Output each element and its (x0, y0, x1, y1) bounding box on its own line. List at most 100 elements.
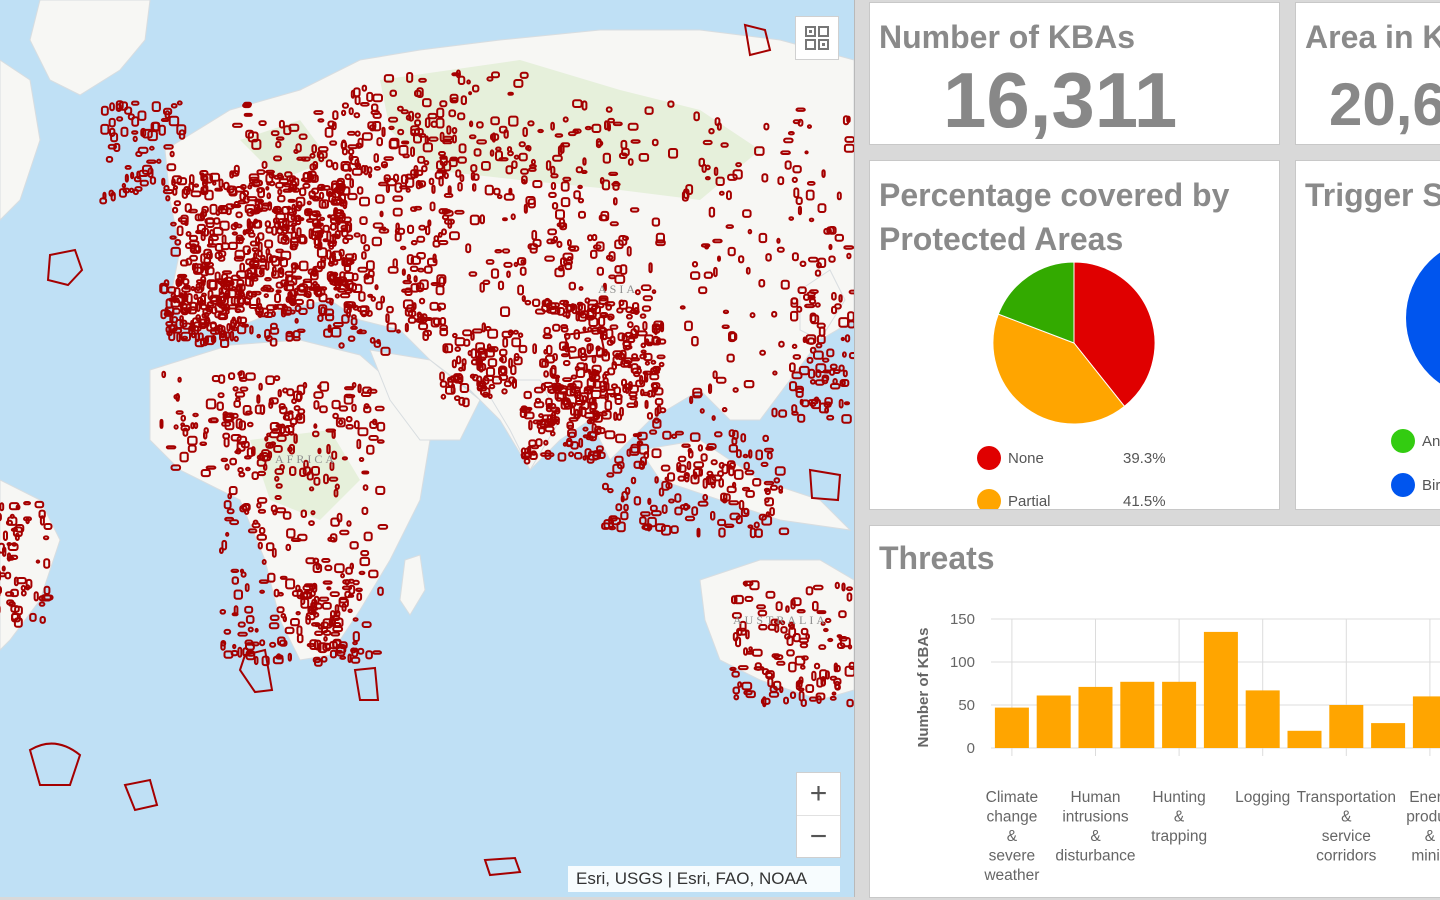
kba-outline (479, 214, 485, 225)
protected-pie-chart[interactable] (870, 256, 1280, 436)
kba-outline (742, 209, 752, 218)
kba-outline (476, 139, 488, 145)
kba-outline (334, 563, 345, 574)
kba-outline (717, 518, 727, 527)
kba-outline (176, 279, 182, 284)
kba-outline (341, 227, 349, 238)
kba-outline (559, 143, 565, 154)
kba-outline (691, 261, 699, 268)
kba-outline (702, 139, 713, 146)
kba-outline (388, 116, 399, 123)
trigger-legend-item-0[interactable]: An (1391, 429, 1440, 453)
kba-outline (776, 246, 785, 253)
kba-outline (222, 432, 231, 440)
kba-outline (131, 100, 140, 106)
kba-outline (365, 650, 373, 660)
zoom-in-button[interactable]: + (809, 777, 828, 810)
kba-outline (176, 124, 187, 136)
kba-outline (137, 110, 147, 121)
kba-outline (209, 203, 218, 215)
kba-outline (193, 183, 200, 188)
kba-outline (737, 628, 743, 637)
kba-outline (246, 208, 255, 217)
kba-outline (320, 656, 328, 663)
kba-outline (380, 346, 391, 356)
kba-outline (168, 115, 180, 127)
basemap-gallery-button[interactable] (795, 16, 839, 60)
kba-outline (728, 444, 739, 453)
legend-item-partial[interactable]: Partial 41.5% (977, 489, 1166, 509)
kba-outline (778, 527, 790, 536)
kba-outline (160, 117, 170, 123)
kba-outline (513, 154, 520, 160)
kba-outline (356, 329, 367, 335)
zoom-out-button[interactable]: − (797, 815, 840, 858)
trigger-pie-chart[interactable] (1296, 236, 1440, 416)
kba-outline (169, 235, 177, 240)
kba-outline (363, 403, 370, 410)
kba-outline (560, 197, 571, 208)
trigger-legend-item-1[interactable]: Bir (1391, 473, 1440, 497)
kba-outline (731, 612, 742, 619)
kba-outline (555, 209, 565, 220)
kba-outline (235, 211, 243, 219)
kba-outline (332, 322, 344, 328)
kba-outline (564, 261, 573, 271)
kba-outline (609, 324, 619, 330)
kba-outline (469, 120, 474, 128)
kba-outline (502, 337, 509, 348)
kba-outline (242, 245, 251, 255)
kba-outline (147, 167, 154, 179)
kba-outline (441, 214, 450, 221)
kba-outline (670, 525, 679, 534)
kba-outline (508, 187, 513, 196)
kba-outline (322, 630, 332, 636)
kba-outline (367, 166, 373, 174)
kba-outline (290, 422, 296, 428)
legend-item-none[interactable]: None 39.3% (977, 446, 1166, 470)
kba-outline (310, 590, 316, 597)
kba-outline (177, 217, 188, 223)
kba-outline (373, 166, 381, 171)
kba-outline (484, 184, 494, 196)
kba-outline (622, 340, 632, 348)
zoom-control: + − (796, 772, 841, 858)
kba-outline (184, 221, 189, 226)
kba-outline (135, 151, 143, 157)
kba-outline (602, 152, 612, 164)
kba-outline (176, 332, 181, 343)
kba-outline (224, 412, 235, 422)
kba-outline (42, 594, 54, 601)
kba-outline (368, 172, 373, 179)
kba-outline (428, 136, 439, 142)
map-attribution[interactable]: Esri, USGS | Esri, FAO, NOAA (568, 866, 840, 892)
kba-outline (588, 416, 593, 424)
kba-outline (459, 174, 465, 183)
kba-outline (347, 148, 355, 156)
kba-outline (797, 205, 803, 216)
kba-outline (414, 112, 421, 119)
kba-outline (704, 244, 710, 250)
kba-outline (563, 402, 574, 410)
kba-outline (846, 592, 853, 602)
kba-outline (745, 690, 756, 699)
kba-outline (611, 182, 621, 187)
kba-outline (844, 334, 851, 343)
map-view[interactable]: ASIA AFRICA AUSTRALIA + − Esri, USGS | E… (0, 0, 855, 897)
kba-outline (193, 422, 199, 430)
kba-outline (245, 410, 253, 415)
kba-outline (574, 408, 580, 419)
kba-outline (380, 295, 385, 304)
kba-outline (329, 615, 341, 621)
kba-outline (582, 326, 587, 332)
kba-outline (217, 255, 226, 262)
kba-outline (772, 370, 778, 376)
kba-outline (532, 343, 537, 355)
kba-outline (177, 376, 182, 383)
kba-outline (357, 383, 362, 394)
kba-outline (405, 187, 411, 193)
kba-outline (310, 270, 319, 281)
kba-outline (163, 107, 173, 116)
kba-outline (439, 371, 445, 382)
